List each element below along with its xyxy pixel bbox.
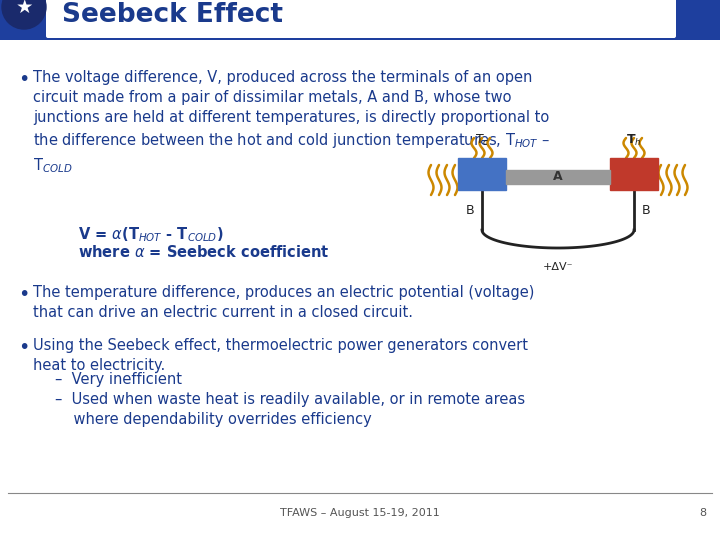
Bar xyxy=(458,158,506,190)
Text: •: • xyxy=(18,338,30,357)
Text: 8: 8 xyxy=(699,508,706,518)
Text: B: B xyxy=(466,204,474,217)
Text: •: • xyxy=(18,70,30,89)
Text: B: B xyxy=(642,204,650,217)
Text: V = $\alpha$(T$_{HOT}$ - T$_{COLD}$): V = $\alpha$(T$_{HOT}$ - T$_{COLD}$) xyxy=(78,225,224,244)
Text: Seebeck Effect: Seebeck Effect xyxy=(62,2,283,28)
Text: The voltage difference, V, produced across the terminals of an open
circuit made: The voltage difference, V, produced acro… xyxy=(33,70,550,174)
FancyBboxPatch shape xyxy=(46,0,676,38)
Text: –  Very inefficient: – Very inefficient xyxy=(55,372,182,387)
Text: Using the Seebeck effect, thermoelectric power generators convert
heat to electr: Using the Seebeck effect, thermoelectric… xyxy=(33,338,528,373)
Text: The temperature difference, produces an electric potential (voltage)
that can dr: The temperature difference, produces an … xyxy=(33,285,534,320)
Text: –  Used when waste heat is readily available, or in remote areas
    where depen: – Used when waste heat is readily availa… xyxy=(55,392,525,427)
Text: +ΔV⁻: +ΔV⁻ xyxy=(543,262,573,272)
Text: T$_h$: T$_h$ xyxy=(626,132,642,147)
Text: A: A xyxy=(553,171,563,184)
Text: ★: ★ xyxy=(15,0,32,17)
FancyBboxPatch shape xyxy=(0,0,720,40)
Bar xyxy=(610,158,658,190)
Text: T$_c$: T$_c$ xyxy=(474,132,489,147)
Circle shape xyxy=(2,0,46,29)
Text: where $\alpha$ = Seebeck coefficient: where $\alpha$ = Seebeck coefficient xyxy=(78,244,330,260)
Text: TFAWS – August 15-19, 2011: TFAWS – August 15-19, 2011 xyxy=(280,508,440,518)
Text: •: • xyxy=(18,285,30,304)
Bar xyxy=(506,170,610,184)
